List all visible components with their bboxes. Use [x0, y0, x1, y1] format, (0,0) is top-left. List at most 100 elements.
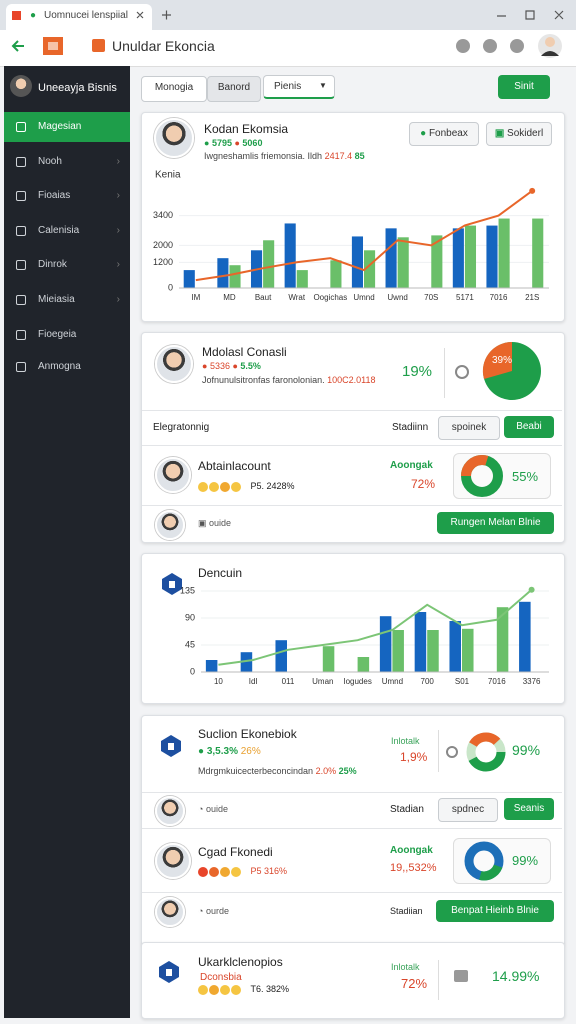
divider: [444, 348, 445, 398]
bar: [496, 607, 509, 672]
y-tick-label: 0: [190, 666, 195, 676]
menu-label: Nooh: [38, 155, 62, 167]
x-tick-label: Umnd: [382, 677, 403, 686]
bar: [464, 225, 477, 288]
select[interactable]: Pienis: [263, 75, 335, 99]
menu-item[interactable]: Calenisia ›: [4, 216, 130, 246]
menu-label: Anmogna: [38, 360, 81, 372]
btn-label: Fonbeax: [428, 128, 468, 139]
avatar: [155, 796, 185, 826]
tag: Aoongak: [390, 845, 433, 856]
donut: [446, 732, 506, 772]
bar-line-chart: 0 45 90 135 10 IdI 011 Uman Iogudes Umnd 700 S01 701…: [180, 585, 549, 686]
bar: [392, 630, 404, 672]
donut: [464, 841, 504, 881]
action-button[interactable]: Sinit: [498, 75, 550, 99]
rate: 19%: [402, 363, 433, 380]
chevron: ›: [116, 190, 120, 202]
bar: [357, 657, 370, 672]
x-tick-label: IM: [191, 293, 200, 302]
bar: [427, 630, 439, 672]
x-tick-label: 21S: [525, 293, 539, 302]
tag: Inlotalk: [391, 962, 420, 972]
desc-text: Jofnunulsitronfas faronolonian.: [202, 375, 325, 385]
row-button[interactable]: Seanis: [504, 798, 554, 820]
row-button[interactable]: spdnec: [438, 798, 498, 822]
desc-text: Iwgneshamlis friemonsia. Ildh: [204, 151, 323, 161]
status: Stadiinn: [392, 422, 429, 433]
list-button[interactable]: spoinek: [438, 416, 500, 440]
bar-line-chart: Kenia 0 1200 2000 3400 IM MD Baut Wrat Oogichas Um…: [153, 170, 549, 302]
menu-item[interactable]: Mieiasia ›: [4, 285, 130, 315]
x-tick-label: 700: [421, 677, 435, 686]
tab[interactable]: [6, 4, 152, 30]
menu-item[interactable]: Fioegeia: [4, 320, 130, 350]
pie-label: 39%: [492, 355, 513, 366]
x-tick-label: Wrat: [288, 293, 306, 302]
card-button[interactable]: ▣ Sokiderl: [486, 122, 552, 146]
stat: 5336: [209, 361, 230, 371]
rate: 72%: [411, 477, 436, 491]
y-tick-label: 3400: [153, 210, 173, 220]
rate: 72%: [401, 976, 428, 991]
profile-name: Kodan Ekomsia: [204, 122, 289, 136]
menu-icon: [16, 329, 26, 340]
divider: [142, 892, 562, 893]
stats: ● 5336 ● 5.5%: [202, 361, 261, 371]
menu-icon: [16, 191, 26, 202]
tab-button[interactable]: Banord: [207, 76, 261, 102]
card-icon: [161, 735, 181, 757]
trend-line: [218, 589, 533, 666]
bar: [519, 601, 531, 672]
menu-item[interactable]: Dinrok ›: [4, 250, 130, 280]
menu-label: Dinrok: [38, 259, 67, 271]
value: 14.99%: [492, 968, 540, 984]
bar: [217, 258, 229, 288]
tag: Inlotalk: [391, 736, 420, 746]
menu-label: Calenisia: [38, 224, 80, 236]
sidebar: [4, 66, 130, 1018]
donut-label: 99%: [512, 742, 541, 758]
avatar: [155, 457, 191, 493]
rate: 19,,532%: [390, 862, 437, 874]
x-tick-label: 7016: [490, 293, 508, 302]
x-tick-label: Uwnd: [387, 293, 407, 302]
description: Jofnunulsitronfas faronolonian. 100C2.01…: [202, 375, 375, 385]
footer-button[interactable]: Rungen Melan Blnie: [437, 512, 554, 534]
bar: [498, 218, 510, 288]
menu-label: Magesian: [38, 121, 82, 132]
score: P5. 2428%: [250, 481, 295, 491]
y-tick-label: 1200: [153, 257, 173, 267]
description: Mdrgmkuicecterbeconcindan 2.0% 25%: [198, 766, 357, 776]
x-tick-label: 70S: [424, 293, 438, 302]
x-tick-label: Uman: [312, 677, 333, 686]
footer-button[interactable]: Benpat Hieinb Blnie: [436, 900, 554, 922]
note-text: ouide: [209, 518, 232, 528]
bar: [183, 270, 195, 288]
menu-icon: [16, 225, 26, 236]
card-button[interactable]: ● Fonbeax: [409, 122, 479, 146]
menu-item[interactable]: Fioaias ›: [4, 181, 130, 211]
bar: [351, 236, 363, 288]
highlight: 100C2.0118: [327, 375, 376, 385]
bar: [449, 621, 461, 672]
divider: [142, 828, 562, 829]
bar: [462, 628, 474, 672]
entry-name: Abtainlacount: [198, 459, 271, 473]
stats: ● 3,5.3% 26%: [198, 746, 261, 757]
menu-item[interactable]: Anmogna: [4, 352, 130, 382]
menu-item[interactable]: Magesian: [4, 112, 130, 142]
x-tick-label: S01: [455, 677, 470, 686]
last-name: Ukarklclenopios: [198, 955, 283, 969]
chart-title: Kenia: [155, 170, 181, 181]
list-button[interactable]: Beabi: [504, 416, 554, 438]
x-tick-label: IdI: [249, 677, 258, 686]
divider: [142, 505, 562, 506]
y-tick-label: 45: [185, 639, 195, 649]
bar: [205, 660, 218, 672]
avatar: [155, 843, 191, 879]
btn-label: Sokiderl: [507, 128, 544, 139]
menu-item[interactable]: Nooh ›: [4, 147, 130, 177]
tab-button[interactable]: Monogia: [141, 76, 207, 102]
tab-title: Uomnucei lenspiial: [44, 10, 128, 21]
